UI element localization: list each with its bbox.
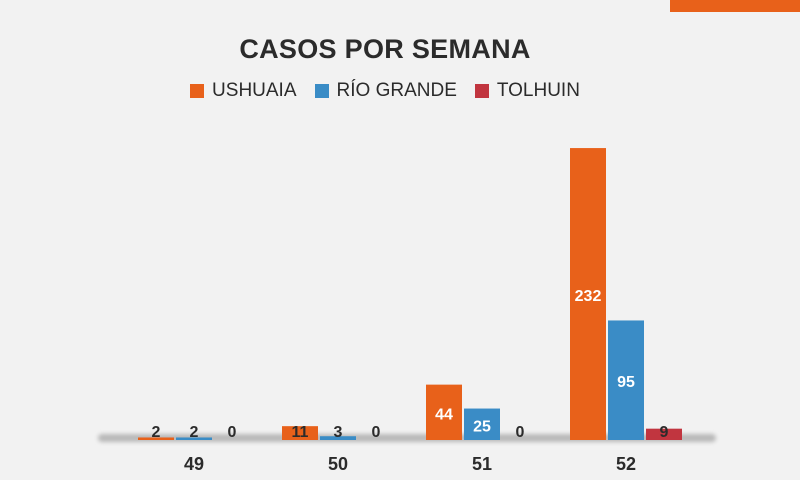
value-label-ushuaia-49: 2 (152, 424, 161, 441)
legend-entry-rio-grande: RÍO GRANDE (314, 80, 457, 102)
legend: USHUAIA RÍO GRANDE TOLHUIN (0, 80, 770, 102)
value-label-ushuaia-51: 44 (435, 406, 453, 423)
value-label-ushuaia-52: 232 (575, 288, 602, 305)
value-label-rio-grande-51: 25 (473, 418, 491, 435)
bar-rio-grande-51 (464, 408, 500, 440)
legend-label-tolhuin: TOLHUIN (496, 80, 580, 101)
value-label-rio-grande-49: 2 (190, 424, 199, 441)
legend-entry-ushuaia: USHUAIA (190, 80, 297, 102)
x-tick-label-52: 52 (616, 454, 636, 474)
bar-ushuaia-50 (282, 426, 318, 440)
value-label-tolhuin-51: 0 (516, 424, 525, 441)
bar-tolhuin-52 (646, 428, 682, 440)
legend-swatch-ushuaia (190, 84, 205, 98)
x-tick-label-51: 51 (472, 454, 492, 474)
value-label-tolhuin-50: 0 (372, 424, 381, 441)
value-label-rio-grande-50: 3 (334, 424, 343, 441)
value-label-rio-grande-52: 95 (617, 374, 635, 391)
bar-ushuaia-49 (138, 437, 174, 440)
x-tick-label-50: 50 (328, 454, 348, 474)
bar-rio-grande-49 (176, 437, 212, 440)
legend-entry-tolhuin: TOLHUIN (474, 80, 580, 102)
bars-layer: 2 2 0 49 11 3 0 50 44 25 0 51 232 95 9 52 (138, 148, 682, 474)
baseline-shadow (98, 434, 716, 442)
bar-ushuaia-51 (426, 384, 462, 440)
value-label-ushuaia-50: 11 (292, 424, 309, 441)
legend-swatch-rio-grande (314, 84, 329, 98)
bar-rio-grande-52 (608, 320, 644, 440)
legend-label-ushuaia: USHUAIA (212, 80, 297, 101)
legend-swatch-tolhuin (474, 84, 489, 98)
value-label-tolhuin-49: 0 (228, 424, 237, 441)
value-label-tolhuin-52: 9 (660, 424, 669, 441)
top-accent-bar (670, 0, 800, 12)
bar-rio-grande-50 (320, 436, 356, 440)
bar-ushuaia-52 (570, 148, 606, 441)
legend-label-rio-grande: RÍO GRANDE (336, 80, 457, 101)
x-tick-label-49: 49 (184, 454, 204, 474)
chart-title: CASOS POR SEMANA (239, 34, 531, 64)
